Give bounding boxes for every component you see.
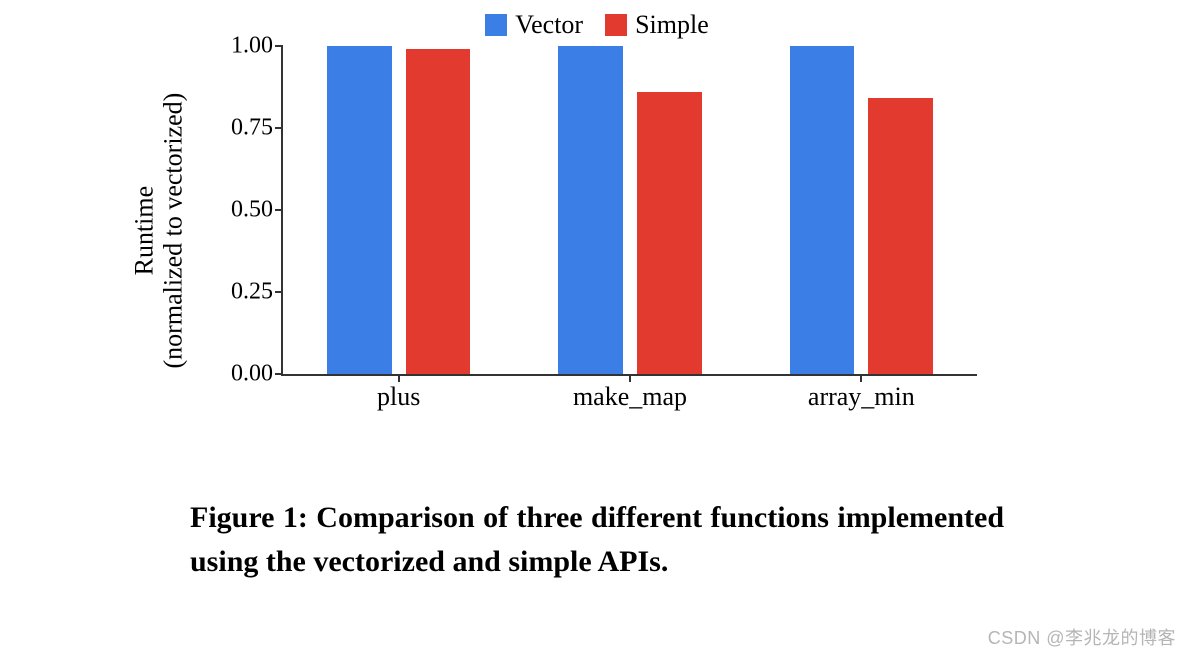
legend-label-vector: Vector <box>515 10 583 40</box>
legend-label-simple: Simple <box>635 10 709 40</box>
legend-item-vector: Vector <box>485 10 583 40</box>
y-tick-label: 1.00 <box>211 33 273 60</box>
legend-swatch-simple <box>605 14 627 36</box>
bar-vector-plus <box>327 46 392 374</box>
watermark-text: CSDN @李兆龙的博客 <box>988 624 1176 650</box>
bar-simple-plus <box>406 49 471 374</box>
bar-simple-make_map <box>637 92 702 374</box>
y-tick-mark <box>275 373 283 375</box>
y-tick-label: 0.00 <box>211 361 273 388</box>
y-tick-label: 0.25 <box>211 279 273 306</box>
plot-area: 0.000.250.500.751.00plusmake_maparray_mi… <box>281 46 977 376</box>
y-tick-label: 0.75 <box>211 115 273 142</box>
y-axis-label-line1: Runtime <box>129 186 158 276</box>
figure-caption: Figure 1: Comparison of three different … <box>190 496 1004 583</box>
bars-layer <box>283 46 977 374</box>
y-tick-mark <box>275 45 283 47</box>
chart-legend: Vector Simple <box>180 10 1014 40</box>
x-tick-mark <box>860 374 862 382</box>
y-tick-mark <box>275 291 283 293</box>
x-category-label: make_map <box>573 382 687 412</box>
y-axis-label: Runtime (normalized to vectorized) <box>129 46 189 416</box>
x-category-label: plus <box>377 382 420 412</box>
figure-container: Vector Simple Runtime (normalized to vec… <box>0 0 1194 654</box>
bar-simple-array_min <box>868 98 933 374</box>
legend-swatch-vector <box>485 14 507 36</box>
y-tick-mark <box>275 209 283 211</box>
legend-item-simple: Simple <box>605 10 709 40</box>
x-tick-mark <box>629 374 631 382</box>
bar-vector-make_map <box>558 46 623 374</box>
x-category-label: array_min <box>808 382 915 412</box>
y-tick-mark <box>275 127 283 129</box>
y-axis-label-line2: (normalized to vectorized) <box>158 93 187 369</box>
bar-chart: Runtime (normalized to vectorized) 0.000… <box>217 46 977 416</box>
bar-vector-array_min <box>790 46 855 374</box>
y-tick-label: 0.50 <box>211 197 273 224</box>
x-tick-mark <box>398 374 400 382</box>
